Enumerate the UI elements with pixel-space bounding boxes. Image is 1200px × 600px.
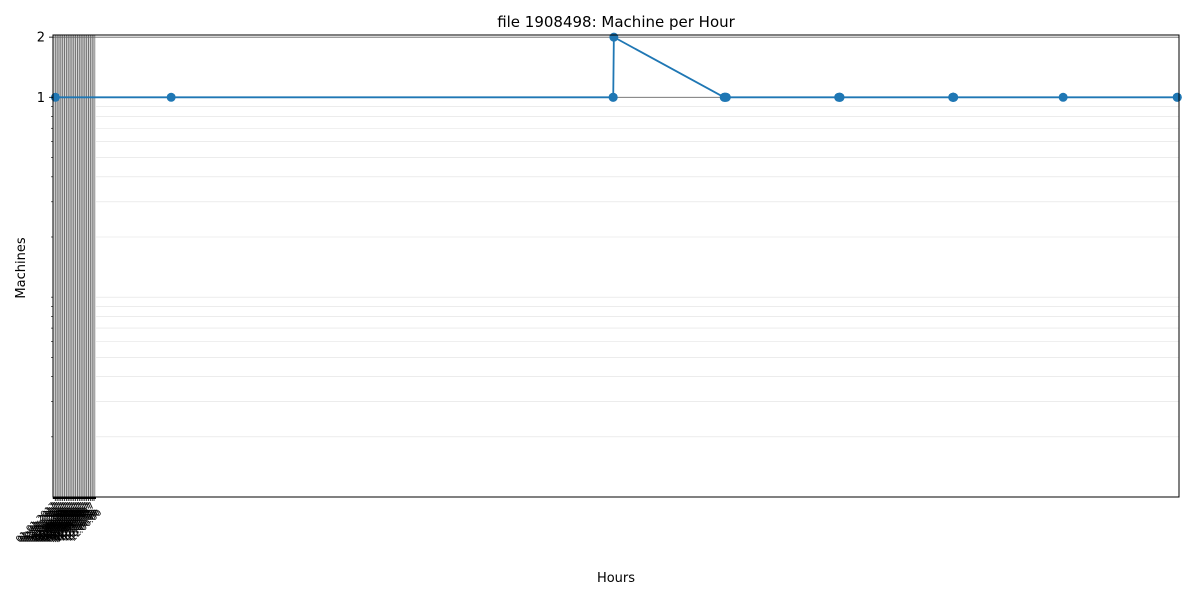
chart-title: file 1908498: Machine per Hour	[497, 13, 735, 31]
minor-grid	[52, 35, 1179, 497]
data-point	[1172, 92, 1182, 102]
data-point	[721, 92, 731, 102]
data-point	[608, 92, 618, 102]
y-tick-label: 2	[37, 31, 45, 46]
data-point	[166, 92, 176, 102]
data-point	[609, 32, 619, 42]
x-axis-label: Hours	[597, 571, 635, 586]
data-point	[1058, 92, 1068, 102]
data-point	[949, 92, 959, 102]
axis-ticks	[49, 36, 96, 501]
plot-frame	[52, 34, 1180, 498]
y-tick-label: 1	[37, 91, 45, 106]
y-axis-label: Machines	[14, 237, 29, 298]
data-point	[835, 92, 845, 102]
